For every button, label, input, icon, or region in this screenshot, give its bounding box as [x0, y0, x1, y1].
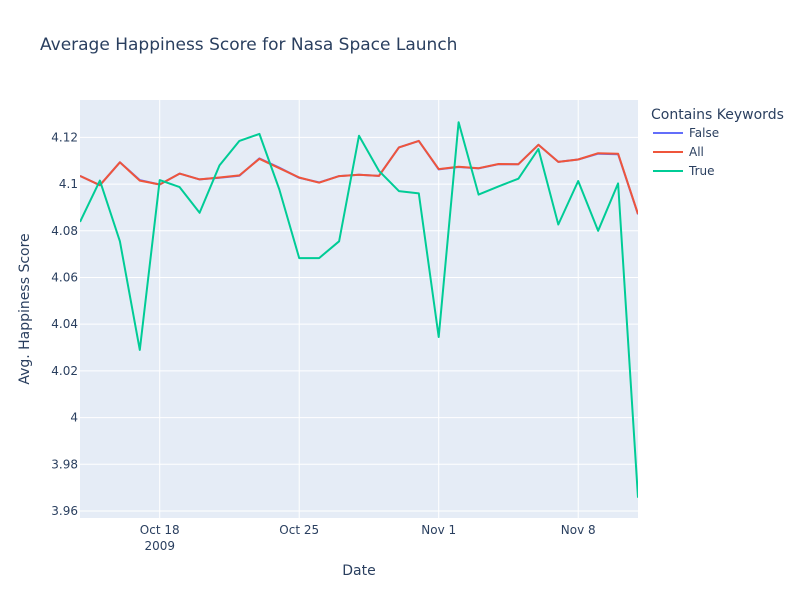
y-tick-label: 4.04	[51, 317, 78, 331]
y-tick-label: 4.06	[51, 270, 78, 284]
series-line-true	[80, 121, 638, 498]
plot-area	[80, 100, 638, 518]
y-tick-label: 3.98	[51, 457, 78, 471]
y-tick-label: 4.1	[59, 177, 78, 191]
legend-label: All	[689, 145, 704, 159]
y-tick-label: 4.08	[51, 224, 78, 238]
series-line-all	[80, 139, 638, 215]
y-tick-label: 3.96	[51, 504, 78, 518]
y-tick-label: 4.02	[51, 364, 78, 378]
x-tick-label: Nov 8	[561, 523, 596, 537]
y-axis-title: Avg. Happiness Score	[17, 233, 33, 384]
x-tick-label: Oct 18	[140, 523, 180, 537]
y-tick-label: 4.12	[51, 130, 78, 144]
x-axis-title: Date	[342, 563, 375, 579]
x-axis-ticks: Oct 18 2009 Oct 25 Nov 1 Nov 8	[140, 523, 596, 553]
legend: Contains Keywords False All True	[651, 107, 784, 178]
legend-label: False	[689, 126, 719, 140]
x-tick-label: Oct 25	[279, 523, 319, 537]
x-tick-year-label: 2009	[144, 539, 175, 553]
legend-label: True	[688, 164, 715, 178]
y-axis-ticks: 3.96 3.98 4 4.02 4.04 4.06 4.08 4.1 4.12	[51, 130, 78, 518]
series-lines	[80, 121, 638, 498]
x-tick-label: Nov 1	[421, 523, 456, 537]
chart-title: Average Happiness Score for Nasa Space L…	[40, 35, 457, 55]
legend-title: Contains Keywords	[651, 107, 784, 123]
y-tick-label: 4	[70, 411, 78, 425]
